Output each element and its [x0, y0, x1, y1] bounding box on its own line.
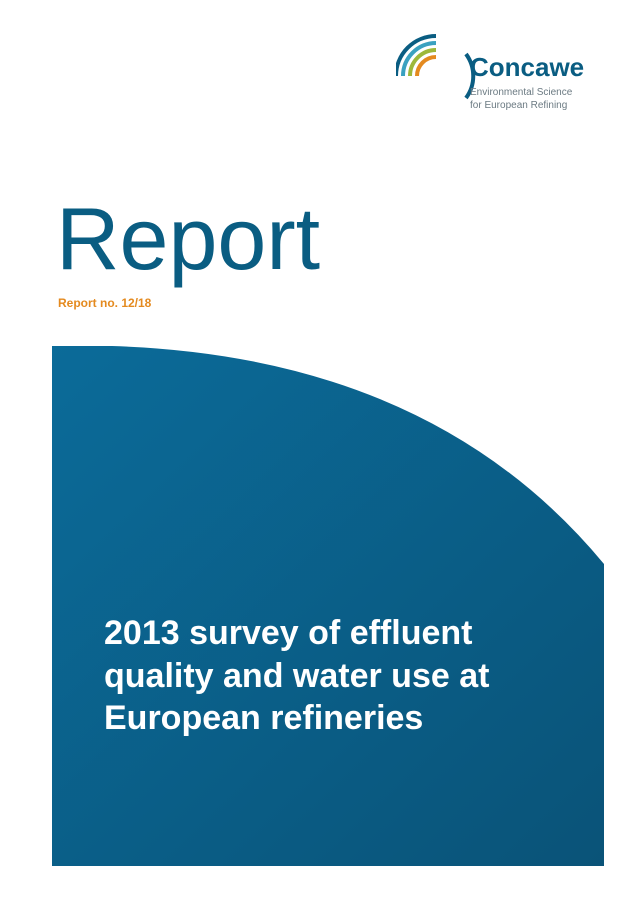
- cover-shape: [52, 346, 604, 866]
- logo-tagline-line2: for European Refining: [470, 100, 567, 111]
- logo-brand-text: Concawe: [470, 52, 584, 83]
- concawe-logo: Concawe Environmental Science for Europe…: [396, 28, 596, 138]
- report-cover-page: Concawe Environmental Science for Europe…: [0, 0, 634, 904]
- cover-shape-svg: [52, 346, 604, 866]
- report-title: 2013 survey of effluent quality and wate…: [104, 612, 564, 740]
- logo-tagline: Environmental Science for European Refin…: [470, 86, 572, 112]
- logo-tagline-line1: Environmental Science: [470, 87, 572, 98]
- report-number: Report no. 12/18: [58, 296, 151, 310]
- logo-arcs-icon: [396, 28, 596, 138]
- page-heading: Report: [56, 188, 320, 290]
